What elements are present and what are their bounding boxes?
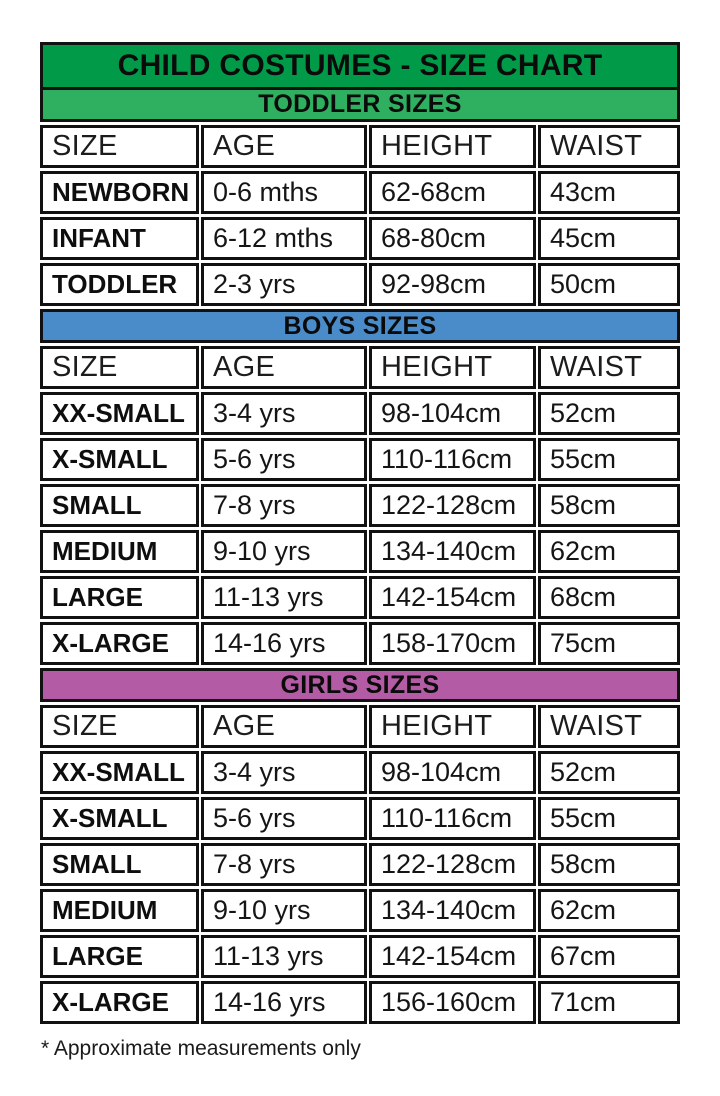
- cell-size: INFANT: [40, 217, 199, 260]
- table-row: MEDIUM 9-10 yrs 134-140cm 62cm: [40, 889, 680, 932]
- column-header-size: SIZE: [40, 125, 199, 168]
- cell-age: 3-4 yrs: [201, 751, 367, 794]
- cell-size: TODDLER: [40, 263, 199, 306]
- cell-height: 122-128cm: [369, 843, 536, 886]
- cell-height: 98-104cm: [369, 392, 536, 435]
- cell-waist: 67cm: [538, 935, 680, 978]
- column-header-size: SIZE: [40, 705, 199, 748]
- column-header-waist: WAIST: [538, 125, 680, 168]
- cell-age: 11-13 yrs: [201, 576, 367, 619]
- cell-age: 3-4 yrs: [201, 392, 367, 435]
- cell-age: 9-10 yrs: [201, 530, 367, 573]
- cell-age: 7-8 yrs: [201, 843, 367, 886]
- cell-height: 110-116cm: [369, 797, 536, 840]
- section-bar-girls-sizes: GIRLS SIZES: [40, 668, 680, 702]
- cell-height: 62-68cm: [369, 171, 536, 214]
- size-chart: CHILD COSTUMES - SIZE CHART TODDLER SIZE…: [40, 42, 680, 1061]
- column-header-row: SIZE AGE HEIGHT WAIST: [40, 346, 680, 389]
- column-header-height: HEIGHT: [369, 346, 536, 389]
- cell-height: 68-80cm: [369, 217, 536, 260]
- cell-size: X-LARGE: [40, 981, 199, 1024]
- column-header-row: SIZE AGE HEIGHT WAIST: [40, 125, 680, 168]
- section-bar-toddler-sizes: TODDLER SIZES: [40, 90, 680, 122]
- cell-height: 142-154cm: [369, 935, 536, 978]
- column-header-height: HEIGHT: [369, 705, 536, 748]
- table-row: XX-SMALL 3-4 yrs 98-104cm 52cm: [40, 751, 680, 794]
- cell-waist: 68cm: [538, 576, 680, 619]
- cell-age: 9-10 yrs: [201, 889, 367, 932]
- section-bar-boys-sizes: BOYS SIZES: [40, 309, 680, 343]
- cell-age: 5-6 yrs: [201, 797, 367, 840]
- cell-height: 142-154cm: [369, 576, 536, 619]
- cell-age: 11-13 yrs: [201, 935, 367, 978]
- column-header-age: AGE: [201, 346, 367, 389]
- table-row: XX-SMALL 3-4 yrs 98-104cm 52cm: [40, 392, 680, 435]
- cell-size: SMALL: [40, 484, 199, 527]
- table-row: X-LARGE 14-16 yrs 158-170cm 75cm: [40, 622, 680, 665]
- cell-waist: 50cm: [538, 263, 680, 306]
- chart-sections: TODDLER SIZES SIZE AGE HEIGHT WAIST NEWBORN 0-…: [40, 90, 680, 1024]
- chart-title-bar: CHILD COSTUMES - SIZE CHART: [40, 42, 680, 90]
- cell-waist: 55cm: [538, 797, 680, 840]
- cell-size: X-LARGE: [40, 622, 199, 665]
- cell-age: 6-12 mths: [201, 217, 367, 260]
- table-row: SMALL 7-8 yrs 122-128cm 58cm: [40, 843, 680, 886]
- cell-size: SMALL: [40, 843, 199, 886]
- table-row: TODDLER 2-3 yrs 92-98cm 50cm: [40, 263, 680, 306]
- cell-age: 7-8 yrs: [201, 484, 367, 527]
- cell-age: 0-6 mths: [201, 171, 367, 214]
- cell-size: LARGE: [40, 576, 199, 619]
- table-row: LARGE 11-13 yrs 142-154cm 68cm: [40, 576, 680, 619]
- table-row: MEDIUM 9-10 yrs 134-140cm 62cm: [40, 530, 680, 573]
- cell-size: MEDIUM: [40, 889, 199, 932]
- cell-waist: 52cm: [538, 751, 680, 794]
- cell-size: X-SMALL: [40, 797, 199, 840]
- cell-size: LARGE: [40, 935, 199, 978]
- cell-height: 98-104cm: [369, 751, 536, 794]
- cell-size: X-SMALL: [40, 438, 199, 481]
- cell-height: 158-170cm: [369, 622, 536, 665]
- table-row: X-SMALL 5-6 yrs 110-116cm 55cm: [40, 438, 680, 481]
- table-row: X-LARGE 14-16 yrs 156-160cm 71cm: [40, 981, 680, 1024]
- cell-waist: 43cm: [538, 171, 680, 214]
- footnote: * Approximate measurements only: [41, 1037, 361, 1060]
- cell-waist: 52cm: [538, 392, 680, 435]
- cell-waist: 58cm: [538, 484, 680, 527]
- cell-waist: 58cm: [538, 843, 680, 886]
- column-header-age: AGE: [201, 125, 367, 168]
- table-row: LARGE 11-13 yrs 142-154cm 67cm: [40, 935, 680, 978]
- column-header-waist: WAIST: [538, 705, 680, 748]
- cell-size: NEWBORN: [40, 171, 199, 214]
- cell-height: 110-116cm: [369, 438, 536, 481]
- table-row: INFANT 6-12 mths 68-80cm 45cm: [40, 217, 680, 260]
- cell-size: XX-SMALL: [40, 392, 199, 435]
- column-header-age: AGE: [201, 705, 367, 748]
- cell-waist: 62cm: [538, 889, 680, 932]
- cell-height: 134-140cm: [369, 889, 536, 932]
- table-row: SMALL 7-8 yrs 122-128cm 58cm: [40, 484, 680, 527]
- cell-height: 122-128cm: [369, 484, 536, 527]
- column-header-size: SIZE: [40, 346, 199, 389]
- cell-size: XX-SMALL: [40, 751, 199, 794]
- cell-height: 92-98cm: [369, 263, 536, 306]
- cell-age: 2-3 yrs: [201, 263, 367, 306]
- cell-height: 156-160cm: [369, 981, 536, 1024]
- column-header-row: SIZE AGE HEIGHT WAIST: [40, 705, 680, 748]
- table-row: X-SMALL 5-6 yrs 110-116cm 55cm: [40, 797, 680, 840]
- cell-waist: 75cm: [538, 622, 680, 665]
- cell-waist: 55cm: [538, 438, 680, 481]
- cell-waist: 71cm: [538, 981, 680, 1024]
- cell-age: 5-6 yrs: [201, 438, 367, 481]
- table-row: NEWBORN 0-6 mths 62-68cm 43cm: [40, 171, 680, 214]
- cell-size: MEDIUM: [40, 530, 199, 573]
- cell-age: 14-16 yrs: [201, 622, 367, 665]
- column-header-waist: WAIST: [538, 346, 680, 389]
- cell-age: 14-16 yrs: [201, 981, 367, 1024]
- column-header-height: HEIGHT: [369, 125, 536, 168]
- cell-waist: 45cm: [538, 217, 680, 260]
- page-title: CHILD COSTUMES - SIZE CHART: [117, 49, 603, 82]
- cell-height: 134-140cm: [369, 530, 536, 573]
- cell-waist: 62cm: [538, 530, 680, 573]
